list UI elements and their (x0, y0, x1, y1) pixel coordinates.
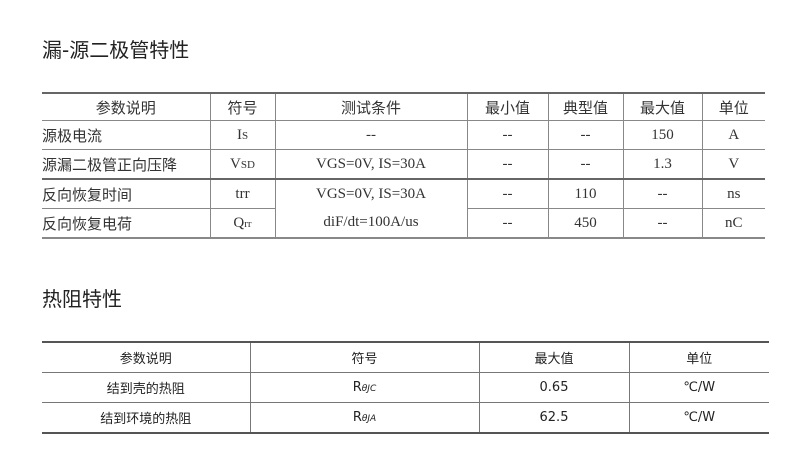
unit-cell: ℃/W (628, 402, 769, 434)
typ-cell: -- (547, 149, 623, 179)
condition-cell: diF/dt=100A/us (274, 208, 467, 239)
unit-cell: ℃/W (628, 372, 769, 403)
header-cell: 符号 (249, 341, 479, 373)
unit-cell: V (701, 149, 765, 179)
symbol: R (352, 380, 362, 395)
symbol-cell: Qrr (209, 208, 275, 239)
param-cell: 结到壳的热阻 (42, 372, 250, 403)
symbol-sub: θJC (361, 384, 377, 394)
table-row: 结到壳的热阻 RθJC 0.65 ℃/W (42, 372, 769, 403)
header-cell: 最大值 (622, 92, 702, 121)
typ-cell: 450 (547, 208, 623, 239)
param-cell: 反向恢复电荷 (42, 208, 210, 239)
typ-cell: 110 (547, 178, 623, 209)
symbol: R (352, 410, 362, 425)
header-cell: 测试条件 (274, 92, 467, 121)
symbol-sub: θJA (361, 414, 377, 424)
header-cell: 符号 (209, 92, 275, 121)
header-cell: 单位 (628, 341, 769, 373)
condition-cell: -- (274, 120, 467, 150)
section-title-diode: 漏-源二极管特性 (42, 38, 190, 62)
symbol-sub: S (241, 129, 249, 142)
param-cell: 结到环境的热阻 (42, 402, 250, 434)
symbol: I (236, 126, 242, 143)
max-cell: -- (622, 178, 702, 209)
diode-characteristics-table: 参数说明 符号 测试条件 最小值 典型值 最大值 单位 源极电流 IS -- -… (42, 92, 765, 239)
symbol-sub: rr (244, 217, 252, 230)
table-row: 反向恢复电荷 Qrr diF/dt=100A/us -- 450 -- nC (42, 208, 765, 239)
table-row: 反向恢复时间 trr VGS=0V, IS=30A -- 110 -- ns (42, 178, 765, 209)
symbol-cell: IS (209, 120, 275, 150)
table-row: 源漏二极管正向压降 VSD VGS=0V, IS=30A -- -- 1.3 V (42, 149, 765, 179)
symbol-cell: RθJA (249, 402, 479, 434)
param-cell: 源极电流 (42, 120, 210, 150)
max-cell: 0.65 (478, 372, 629, 403)
symbol-cell: VSD (209, 149, 275, 179)
header-cell: 参数说明 (42, 92, 210, 121)
header-cell: 单位 (701, 92, 765, 121)
min-cell: -- (466, 120, 548, 150)
min-cell: -- (466, 178, 548, 209)
header-cell: 参数说明 (42, 341, 250, 373)
header-cell: 典型值 (547, 92, 623, 121)
symbol-sub: SD (240, 158, 255, 171)
header-cell: 最大值 (478, 341, 629, 373)
unit-cell: ns (701, 178, 765, 209)
symbol-cell: trr (209, 178, 275, 209)
symbol: trr (235, 185, 250, 202)
table-header-row: 参数说明 符号 最大值 单位 (42, 341, 769, 373)
max-cell: -- (622, 208, 702, 239)
max-cell: 62.5 (478, 402, 629, 434)
section-title-thermal: 热阻特性 (42, 287, 122, 311)
param-cell: 反向恢复时间 (42, 178, 210, 209)
symbol: V (230, 155, 241, 172)
min-cell: -- (466, 208, 548, 239)
table-row: 源极电流 IS -- -- -- 150 A (42, 120, 765, 150)
max-cell: 1.3 (622, 149, 702, 179)
unit-cell: A (701, 120, 765, 150)
symbol-cell: RθJC (249, 372, 479, 403)
typ-cell: -- (547, 120, 623, 150)
condition-cell: VGS=0V, IS=30A (274, 178, 467, 209)
table-header-row: 参数说明 符号 测试条件 最小值 典型值 最大值 单位 (42, 92, 765, 121)
condition-cell: VGS=0V, IS=30A (274, 149, 467, 179)
thermal-resistance-table: 参数说明 符号 最大值 单位 结到壳的热阻 RθJC 0.65 ℃/W 结到环境… (42, 341, 769, 434)
header-cell: 最小值 (466, 92, 548, 121)
min-cell: -- (466, 149, 548, 179)
table-row: 结到环境的热阻 RθJA 62.5 ℃/W (42, 402, 769, 434)
param-cell: 源漏二极管正向压降 (42, 149, 210, 179)
symbol: Q (233, 214, 245, 231)
unit-cell: nC (701, 208, 765, 239)
max-cell: 150 (622, 120, 702, 150)
